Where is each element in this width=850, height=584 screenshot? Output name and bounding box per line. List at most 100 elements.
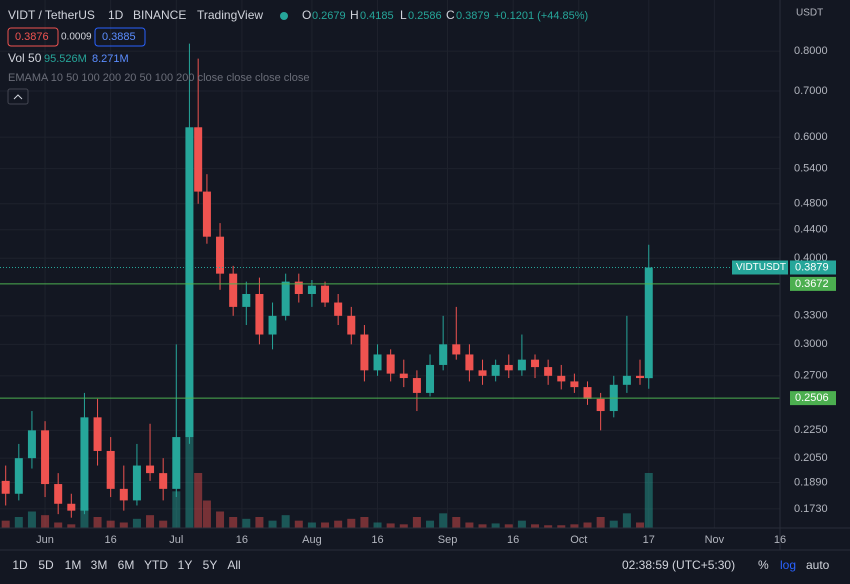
candle-body <box>172 437 181 489</box>
candle-body <box>268 315 277 335</box>
log-toggle[interactable]: log <box>780 558 796 572</box>
buy-price[interactable]: 0.3885 <box>102 31 136 43</box>
source: TradingView <box>197 8 263 22</box>
volume-bar <box>347 518 356 528</box>
o-label: O <box>302 8 311 22</box>
auto-toggle[interactable]: auto <box>806 558 830 572</box>
candle-body <box>386 354 395 374</box>
candle-body <box>544 367 553 376</box>
collapse-button[interactable] <box>7 88 29 105</box>
currency[interactable]: USDT <box>796 8 823 19</box>
h-label: H <box>350 8 359 22</box>
volume-bar <box>504 524 513 528</box>
clock: 02:38:59 (UTC+5:30) <box>622 558 735 572</box>
x-tick-label: Aug <box>302 534 322 546</box>
symbol-tag-label: VIDTUSDT <box>736 262 786 273</box>
volume-bar <box>80 507 89 528</box>
buy-box[interactable] <box>94 27 146 47</box>
sell-price[interactable]: 0.3876 <box>15 31 49 43</box>
volume-bar <box>386 523 395 528</box>
candle-body <box>41 430 50 485</box>
range-button[interactable]: 1D <box>12 558 28 572</box>
candle-body <box>242 293 251 307</box>
volume-bar <box>202 500 211 528</box>
volume-bar <box>334 520 343 528</box>
range-button[interactable]: 1Y <box>178 558 193 572</box>
volume-bar <box>242 518 251 528</box>
y-tick-label: 0.7000 <box>794 85 828 97</box>
x-tick-label: Jun <box>36 534 54 546</box>
volume-bar <box>557 525 566 528</box>
volume-bar <box>294 520 303 528</box>
range-button[interactable]: All <box>227 558 240 572</box>
collapse-icon <box>13 94 23 100</box>
candle-body <box>465 354 474 371</box>
price-tag <box>790 276 836 291</box>
range-button[interactable]: 1M <box>65 558 82 572</box>
candle-body <box>294 281 303 294</box>
volume-bar <box>478 524 487 528</box>
volume-bar <box>27 511 36 528</box>
candle-body <box>557 375 566 382</box>
l-label: L <box>400 8 407 22</box>
price-tag-label: 0.2506 <box>795 392 829 404</box>
y-tick-label: 0.2250 <box>794 424 828 436</box>
x-tick-label: 16 <box>371 534 383 546</box>
volume-bar <box>185 396 194 528</box>
volume-bar <box>570 524 579 528</box>
candle-body <box>334 302 343 316</box>
x-tick-label: Oct <box>570 534 587 546</box>
volume-bar <box>146 515 155 528</box>
candle-body <box>399 373 408 379</box>
volume-bar <box>229 517 238 528</box>
volume-bar <box>544 525 553 528</box>
x-tick-label: 16 <box>105 534 117 546</box>
y-tick-label: 0.4400 <box>794 224 828 236</box>
volume-bar <box>307 522 316 528</box>
sell-box[interactable] <box>7 27 59 47</box>
interval[interactable]: 1D <box>108 8 124 22</box>
x-tick-label: Jul <box>169 534 183 546</box>
candle-body <box>27 430 36 459</box>
candle-body <box>194 127 203 192</box>
volume-bar <box>54 522 63 528</box>
volume-bar <box>255 517 264 528</box>
range-button[interactable]: 3M <box>91 558 108 572</box>
candle-body <box>307 285 316 294</box>
y-tick-label: 0.3300 <box>794 310 828 322</box>
range-button[interactable]: 6M <box>118 558 135 572</box>
candle-body <box>596 398 605 412</box>
candle-body <box>360 334 369 371</box>
candle-body <box>622 375 631 385</box>
candle-body <box>67 503 76 511</box>
range-button[interactable]: 5Y <box>203 558 218 572</box>
volume-bar <box>596 517 605 528</box>
symbol[interactable]: VIDT / TetherUS <box>8 8 95 22</box>
candle-body <box>347 315 356 335</box>
volume-bar <box>106 520 115 528</box>
candle-body <box>106 450 115 489</box>
vol-ma: 8.271M <box>92 53 129 65</box>
y-tick-label: 0.5400 <box>794 162 828 174</box>
volume-bar <box>531 524 540 528</box>
volume-bar <box>360 517 369 528</box>
y-tick-label: 0.2700 <box>794 370 828 382</box>
range-button[interactable]: YTD <box>144 558 168 572</box>
range-button[interactable]: 5D <box>38 558 54 572</box>
high-value: 0.4185 <box>360 10 394 22</box>
volume-bar <box>412 517 421 528</box>
candle-body <box>159 473 168 489</box>
symbol-tag <box>732 260 788 275</box>
ema-label: EMAMA 10 50 100 200 20 50 100 200 close … <box>8 72 309 84</box>
y-tick-label: 0.6000 <box>794 131 828 143</box>
exchange: BINANCE <box>133 8 186 22</box>
candle-body <box>14 458 23 494</box>
x-tick-label: Nov <box>705 534 725 546</box>
vol-value: 95.526M <box>44 53 87 65</box>
volume-bar <box>93 517 102 528</box>
percent-toggle[interactable]: % <box>758 558 769 572</box>
candle-body <box>321 285 330 303</box>
volume-bar <box>1 520 10 528</box>
candle-body <box>504 364 513 371</box>
